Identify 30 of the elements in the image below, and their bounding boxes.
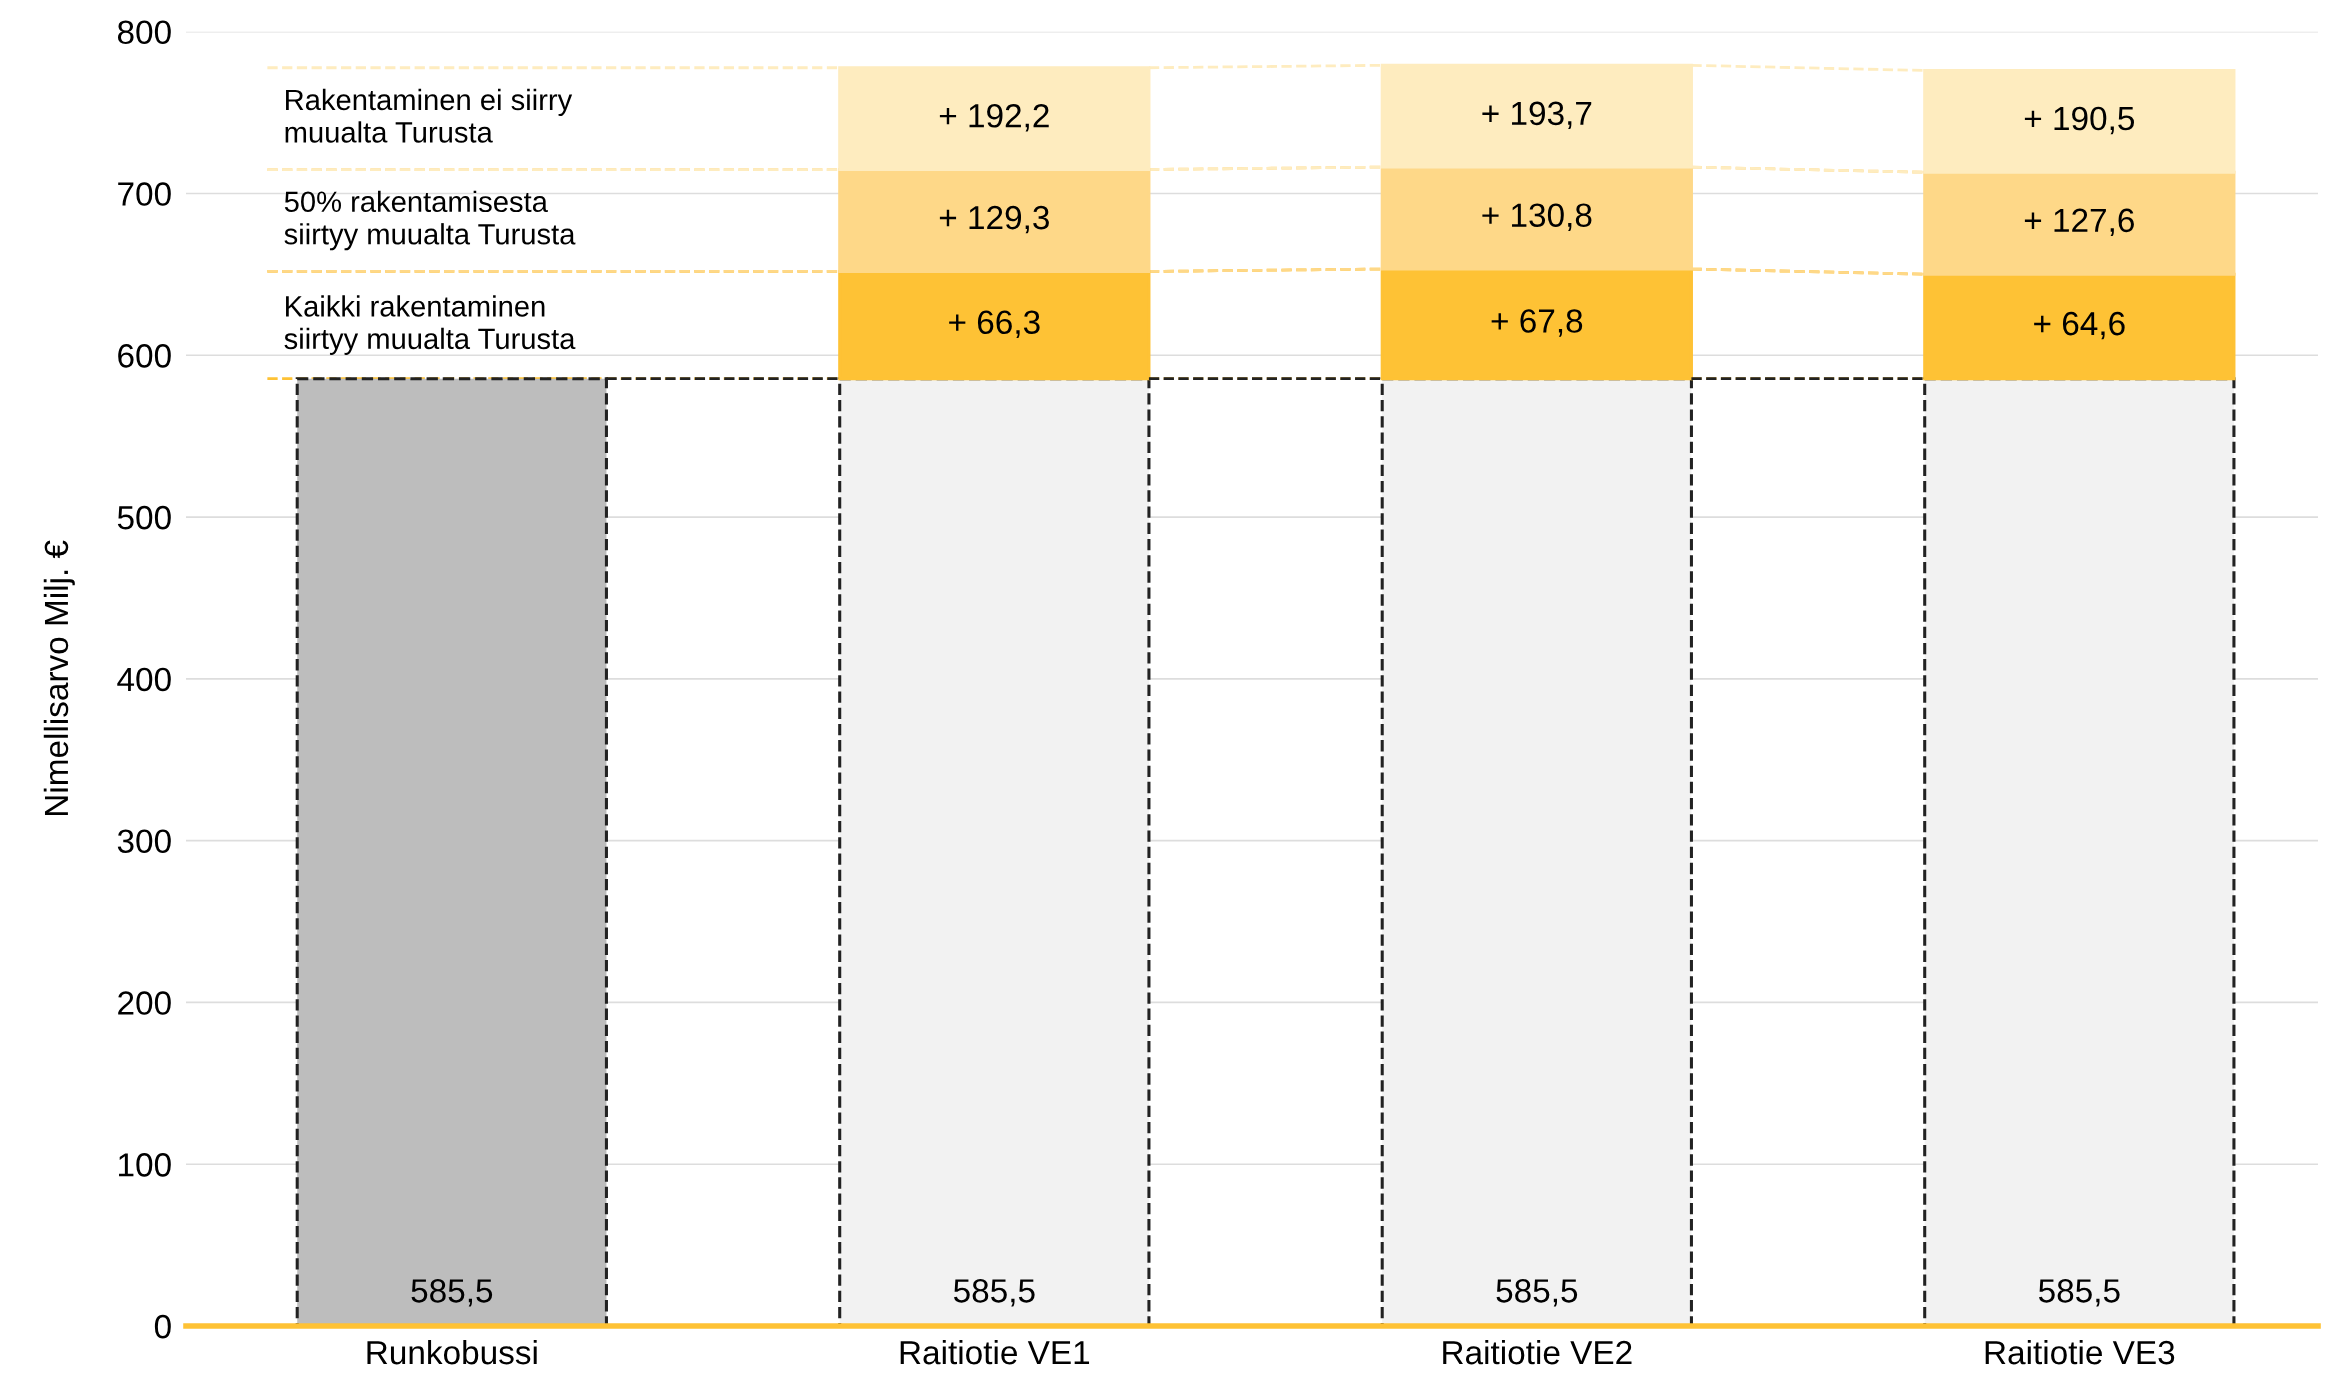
text: Kaikki rakentaminen siirtyy muualta Turusta [284, 295, 576, 355]
data-label: + 66,3 [949, 310, 1040, 338]
x-tick-label: Runkobussi [367, 1339, 537, 1365]
y-tick-label: 200 [118, 991, 171, 1015]
y-tick-label: 400 [117, 667, 171, 692]
annotation: + 129,3 [939, 205, 1049, 234]
x-tick-label: Raitiotie VE1 [900, 1339, 1090, 1365]
annotation: + 192,2 [939, 103, 1049, 132]
data-label: 585,5 [411, 1279, 493, 1307]
annotation: + 193,7 [1482, 101, 1592, 130]
y-tick-label: 600 [118, 344, 171, 368]
annotation: + 190,5 [2024, 106, 2134, 135]
annotation: + 130,8 [1482, 203, 1592, 231]
y-tick-label: 500 [117, 505, 171, 530]
data-label: 585,5 [1496, 1279, 1578, 1307]
y-tick-label: 100 [119, 1153, 171, 1177]
annotation: + 127,6 [2024, 208, 2134, 237]
data-label: + 67,8 [1491, 309, 1583, 337]
x-tick-label: Raitiotie VE3 [1985, 1339, 2175, 1365]
data-label: 585,5 [2038, 1279, 2120, 1307]
y-tick-label: 0 [154, 1314, 171, 1339]
y-tick-label: 700 [118, 182, 171, 206]
x-tick-label: Raitiotie VE2 [1443, 1339, 1632, 1365]
y-axis-title: Nimellisarvo Milj. € [43, 540, 75, 816]
text: 50% rakentamisesta siirtyy muualta Turusta [284, 190, 576, 251]
y-tick-label: 800 [117, 20, 171, 45]
y-tick-label: 300 [117, 829, 171, 854]
data-label: 585,5 [953, 1279, 1035, 1307]
data-label: + 64,6 [2034, 311, 2125, 340]
text: Rakentaminen ei siirry muualta Turusta [285, 88, 573, 143]
